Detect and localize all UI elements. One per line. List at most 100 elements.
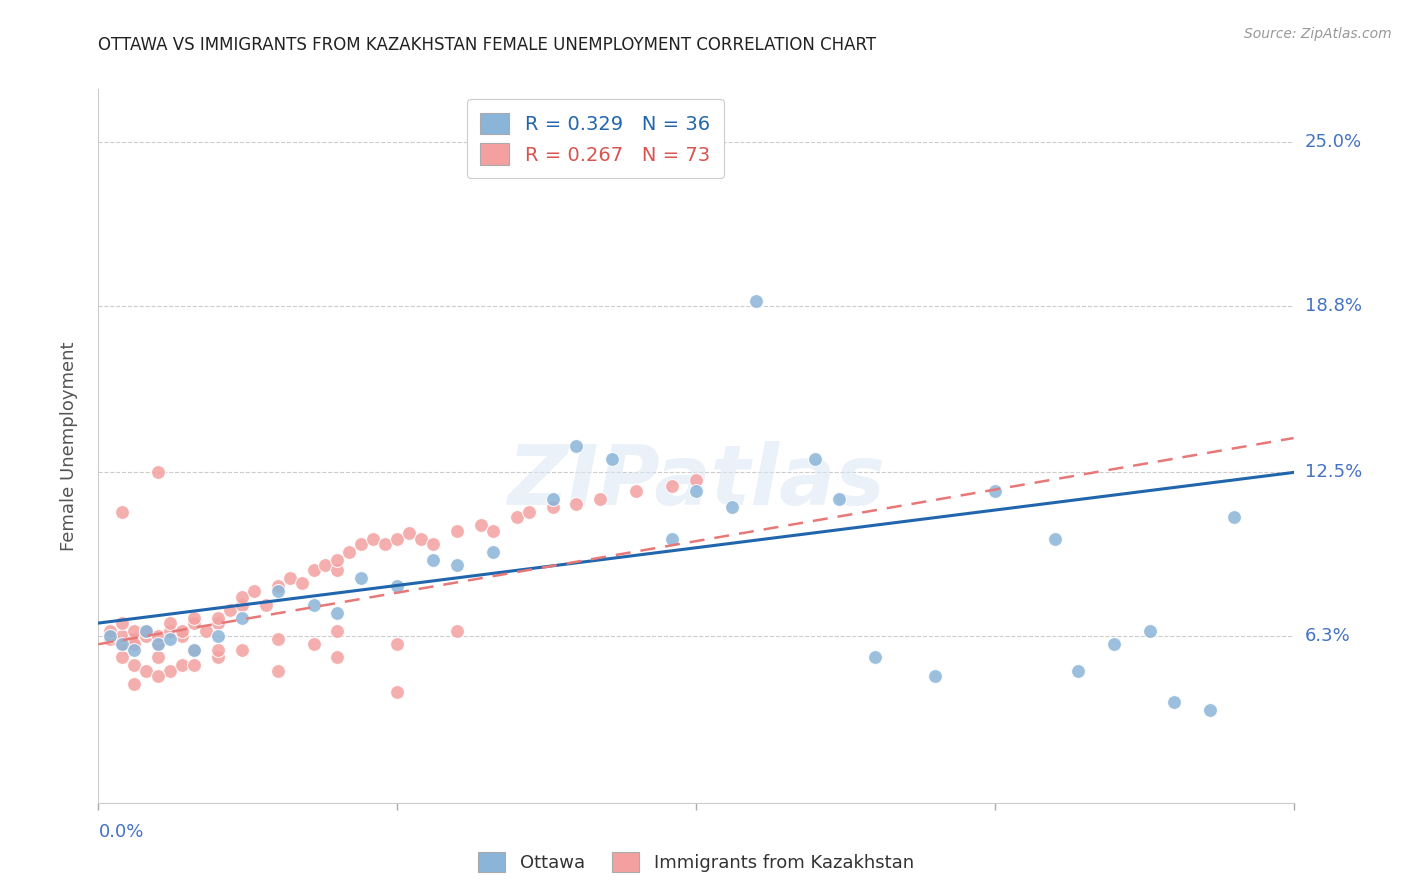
Point [1139, 624, 1161, 638]
Point [924, 669, 946, 683]
Point [278, 571, 301, 585]
Point [326, 552, 349, 566]
Point [541, 500, 564, 514]
Point [350, 537, 373, 551]
Text: Source: ZipAtlas.com: Source: ZipAtlas.com [1244, 27, 1392, 41]
Point [159, 616, 181, 631]
Point [481, 545, 505, 559]
Point [1067, 664, 1090, 678]
Point [315, 558, 337, 572]
Point [745, 293, 768, 308]
Point [172, 624, 194, 638]
Point [207, 642, 229, 657]
Point [124, 658, 146, 673]
Point [124, 624, 146, 638]
Point [159, 624, 181, 638]
Point [326, 650, 349, 665]
Point [422, 552, 444, 566]
Point [111, 650, 134, 665]
Y-axis label: Female Unemployment: Female Unemployment [59, 342, 77, 550]
Point [350, 571, 373, 585]
Point [302, 563, 325, 577]
Point [243, 584, 266, 599]
Point [661, 478, 683, 492]
Point [865, 650, 887, 665]
Point [517, 505, 540, 519]
Point [124, 677, 146, 691]
Point [470, 518, 492, 533]
Point [302, 598, 325, 612]
Point [983, 483, 1005, 498]
Point [172, 629, 194, 643]
Point [302, 637, 325, 651]
Point [194, 624, 218, 638]
Point [446, 624, 468, 638]
Point [98, 624, 122, 638]
Point [374, 537, 396, 551]
Point [290, 576, 312, 591]
Point [207, 629, 229, 643]
Text: 6.3%: 6.3% [1305, 627, 1350, 645]
Legend: Ottawa, Immigrants from Kazakhstan: Ottawa, Immigrants from Kazakhstan [471, 845, 921, 880]
Point [148, 466, 170, 480]
Point [254, 598, 277, 612]
Point [411, 532, 433, 546]
Point [135, 629, 157, 643]
Point [98, 632, 122, 646]
Point [183, 611, 205, 625]
Point [159, 632, 181, 646]
Point [267, 579, 290, 593]
Point [124, 637, 146, 651]
Text: ZIPatlas: ZIPatlas [508, 442, 884, 522]
Point [363, 532, 385, 546]
Point [326, 563, 349, 577]
Point [565, 439, 588, 453]
Point [541, 491, 564, 506]
Point [148, 637, 170, 651]
Point [385, 637, 409, 651]
Point [385, 579, 409, 593]
Point [1104, 637, 1126, 651]
Point [111, 616, 134, 631]
Point [98, 629, 122, 643]
Point [135, 664, 157, 678]
Point [661, 532, 683, 546]
Text: 0.0%: 0.0% [98, 822, 143, 841]
Point [124, 642, 146, 657]
Point [111, 637, 134, 651]
Point [506, 510, 529, 524]
Point [1043, 532, 1066, 546]
Point [148, 637, 170, 651]
Point [183, 642, 205, 657]
Point [804, 452, 827, 467]
Point [828, 491, 851, 506]
Point [685, 483, 707, 498]
Point [385, 685, 409, 699]
Point [267, 584, 290, 599]
Point [1223, 510, 1246, 524]
Point [589, 491, 612, 506]
Point [326, 606, 349, 620]
Point [685, 474, 707, 488]
Point [231, 590, 253, 604]
Point [148, 629, 170, 643]
Point [148, 650, 170, 665]
Point [326, 624, 349, 638]
Point [398, 526, 420, 541]
Point [565, 497, 588, 511]
Point [207, 616, 229, 631]
Point [422, 537, 444, 551]
Text: 12.5%: 12.5% [1305, 464, 1362, 482]
Point [159, 664, 181, 678]
Point [148, 669, 170, 683]
Point [1198, 703, 1220, 717]
Point [183, 616, 205, 631]
Point [124, 632, 146, 646]
Point [207, 650, 229, 665]
Point [624, 483, 647, 498]
Point [1163, 695, 1185, 709]
Point [721, 500, 744, 514]
Point [231, 598, 253, 612]
Point [219, 603, 242, 617]
Text: 18.8%: 18.8% [1305, 297, 1361, 315]
